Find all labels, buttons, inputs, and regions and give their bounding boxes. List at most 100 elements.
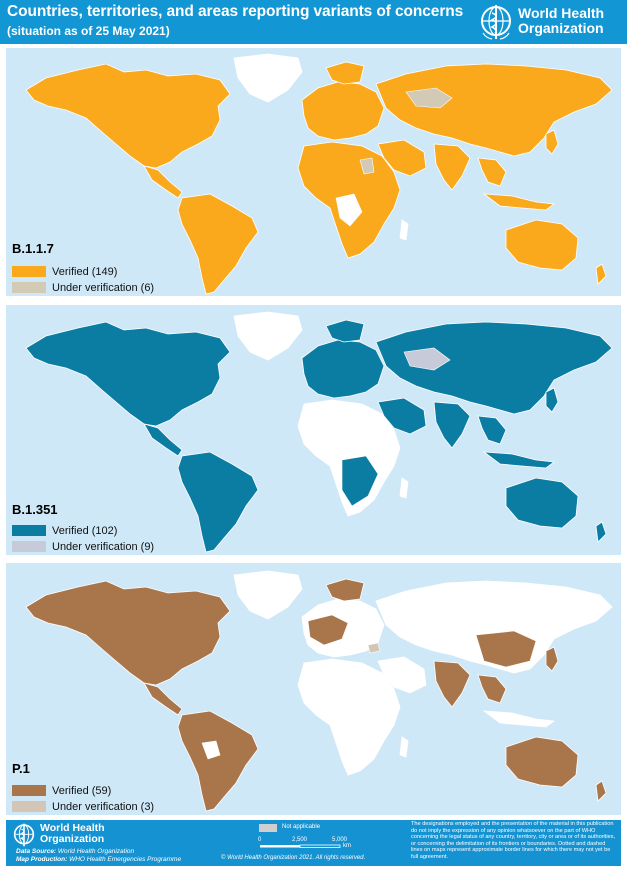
map-panel-p1: P.1 Verified (59) Under verification (3) xyxy=(6,563,621,815)
legend-swatch xyxy=(12,801,46,812)
region-north-america xyxy=(25,580,231,686)
region-europe xyxy=(301,81,385,141)
region-detail xyxy=(341,455,379,507)
region-new-zealand xyxy=(595,521,607,543)
region-japan xyxy=(545,387,559,413)
region-asia xyxy=(375,580,613,674)
world-map-b1351 xyxy=(25,311,613,553)
legend-under-verification: Under verification (3) xyxy=(12,800,154,813)
variant-label: B.1.351 xyxy=(12,502,58,517)
legend-verified: Verified (59) xyxy=(12,784,111,797)
region-japan xyxy=(545,129,559,155)
region-detail xyxy=(307,614,349,646)
region-asia xyxy=(375,321,613,415)
region-south-america xyxy=(177,451,259,553)
region-scandinavia xyxy=(325,578,365,602)
variant-label: P.1 xyxy=(12,761,30,776)
who-logo: World Health Organization xyxy=(478,2,624,42)
legend-under-verification: Under verification (6) xyxy=(12,281,154,294)
legend-label: Under verification (9) xyxy=(52,540,155,553)
region-australia xyxy=(505,477,579,529)
map-panel-b1351: B.1.351 Verified (102) Under verificatio… xyxy=(6,305,621,555)
legend-label: Under verification (3) xyxy=(52,800,155,813)
page-subtitle: (situation as of 25 May 2021) xyxy=(7,24,170,38)
region-india xyxy=(433,660,471,708)
not-applicable-swatch xyxy=(259,824,277,832)
region-greenland xyxy=(233,311,303,361)
region-detail xyxy=(405,87,453,109)
footer-bar: World Health Organization Data Source: W… xyxy=(6,820,621,866)
region-asia xyxy=(375,63,613,157)
scale-tick-1: 2,500 xyxy=(292,837,308,843)
region-africa xyxy=(297,399,401,517)
region-new-zealand xyxy=(595,780,607,802)
region-indonesia xyxy=(482,193,556,211)
region-madagascar xyxy=(399,477,409,499)
who-footer-logo-text: World Health Organization xyxy=(40,822,105,845)
world-map-p1 xyxy=(25,570,613,812)
variant-label: B.1.1.7 xyxy=(12,241,54,256)
region-australia xyxy=(505,736,579,788)
legend-verified: Verified (102) xyxy=(12,524,117,537)
region-detail xyxy=(367,642,381,654)
region-middle-east xyxy=(377,139,427,177)
not-applicable-label: Not applicable xyxy=(282,824,321,830)
region-middle-east xyxy=(377,397,427,435)
region-new-zealand xyxy=(595,263,607,285)
region-europe xyxy=(301,339,385,399)
region-se-asia xyxy=(477,157,507,187)
legend-swatch xyxy=(12,541,46,552)
header-bar: Countries, territories, and areas report… xyxy=(0,0,627,44)
region-middle-east xyxy=(377,656,427,694)
scale-tick-2: 5,000 xyxy=(332,837,348,843)
region-detail xyxy=(475,630,537,668)
legend-swatch xyxy=(12,785,46,796)
region-africa xyxy=(297,658,401,776)
data-source-text: Data Source: World Health Organization M… xyxy=(16,848,182,863)
region-central-america xyxy=(143,165,183,199)
legend-label: Verified (59) xyxy=(52,784,112,797)
region-north-america xyxy=(25,321,231,427)
region-detail xyxy=(335,193,363,227)
legend-label: Verified (149) xyxy=(52,265,118,278)
legend-label: Under verification (6) xyxy=(52,281,155,294)
who-footer-logo: World Health Organization xyxy=(12,822,132,848)
legend-swatch xyxy=(12,282,46,293)
scale-bar: 0 2,500 5,000 km xyxy=(254,837,354,853)
region-japan xyxy=(545,646,559,672)
region-india xyxy=(433,143,471,191)
region-greenland xyxy=(233,53,303,103)
region-north-america xyxy=(25,63,231,169)
region-detail xyxy=(403,347,451,371)
copyright-text: © World Health Organization 2021. All ri… xyxy=(221,855,366,861)
legend-verified: Verified (149) xyxy=(12,265,117,278)
region-indonesia xyxy=(482,710,556,728)
region-se-asia xyxy=(477,674,507,704)
region-scandinavia xyxy=(325,61,365,85)
map-panel-b117: B.1.1.7 Verified (149) Under verificatio… xyxy=(6,48,621,296)
region-detail xyxy=(359,157,375,175)
page-title: Countries, territories, and areas report… xyxy=(7,3,464,20)
region-central-america xyxy=(143,682,183,716)
disclaimer-text: The designations employed and the presen… xyxy=(411,821,616,860)
region-indonesia xyxy=(482,451,556,469)
region-madagascar xyxy=(399,736,409,758)
region-australia xyxy=(505,219,579,271)
region-india xyxy=(433,401,471,449)
legend-label: Verified (102) xyxy=(52,524,118,537)
region-se-asia xyxy=(477,415,507,445)
world-map-b117 xyxy=(25,53,613,295)
region-greenland xyxy=(233,570,303,620)
region-south-america xyxy=(177,193,259,295)
scale-tick-0: 0 xyxy=(258,837,262,843)
who-logo-text: World Health Organization xyxy=(518,5,605,36)
region-madagascar xyxy=(399,219,409,241)
region-central-america xyxy=(143,423,183,457)
region-detail xyxy=(201,740,221,760)
who-emblem-icon xyxy=(481,5,511,40)
region-south-america xyxy=(177,710,259,812)
legend-swatch xyxy=(12,266,46,277)
legend-swatch xyxy=(12,525,46,536)
region-scandinavia xyxy=(325,319,365,343)
legend-under-verification: Under verification (9) xyxy=(12,540,154,553)
